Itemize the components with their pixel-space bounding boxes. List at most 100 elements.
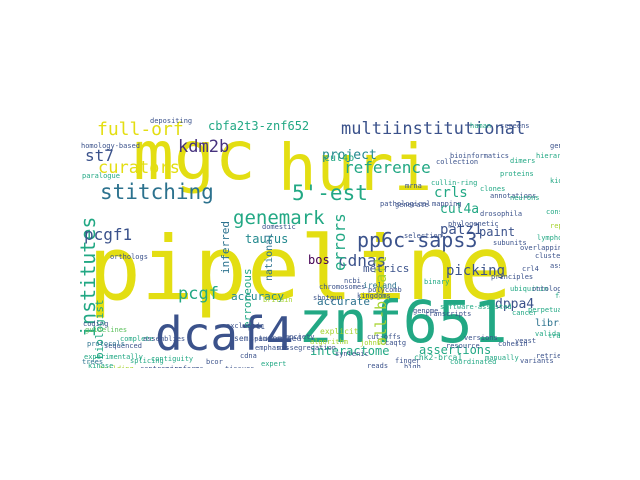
cloud-word: excluded bbox=[226, 322, 260, 330]
cloud-word: centromere bbox=[140, 366, 182, 369]
cloud-word: annotations bbox=[490, 192, 537, 200]
cloud-word: kinase bbox=[88, 362, 114, 369]
cloud-word: mrna bbox=[405, 182, 422, 190]
cloud-word: program bbox=[200, 367, 230, 369]
cloud-word: st7 bbox=[85, 146, 114, 165]
cloud-word: ubiquitin bbox=[510, 285, 548, 293]
cloud-word: binary bbox=[424, 278, 450, 286]
cloud-word: prc1 bbox=[248, 323, 265, 331]
cloud-word: syntenic bbox=[335, 350, 369, 358]
cloud-word: high bbox=[404, 363, 421, 369]
cloud-word: znf651 bbox=[298, 288, 508, 356]
cloud-word: cul4a bbox=[440, 202, 480, 217]
cloud-word: explicit bbox=[320, 327, 359, 336]
cloud-word: depositing bbox=[150, 117, 193, 125]
cloud-word: cbfa2t3-znf652 bbox=[208, 119, 310, 133]
cloud-word: screens bbox=[500, 122, 530, 130]
cloud-word: assays bbox=[550, 262, 560, 270]
cloud-word: spindles bbox=[250, 335, 284, 343]
cloud-word: cdnas bbox=[338, 251, 387, 270]
cloud-word: cohesin bbox=[498, 340, 528, 348]
cloud-word: society bbox=[285, 333, 315, 341]
cloud-word: mgc bbox=[133, 117, 256, 196]
cloud-word: clusters bbox=[535, 252, 560, 260]
cloud-word: orthologs bbox=[110, 253, 148, 261]
cloud-word: libraries bbox=[535, 318, 560, 329]
cloud-word: cut-offs bbox=[367, 333, 401, 341]
cloud-word: versions bbox=[464, 334, 498, 342]
cloud-word: assertions bbox=[419, 343, 492, 357]
cloud-word: protocols bbox=[87, 340, 125, 348]
cloud-word: isoforms bbox=[170, 366, 204, 369]
cloud-word: trees bbox=[82, 358, 104, 366]
cloud-word: project bbox=[322, 148, 377, 163]
cloud-word: genes bbox=[550, 142, 560, 150]
cloud-word: constraints bbox=[546, 208, 560, 216]
cloud-word: splicing bbox=[130, 357, 164, 365]
cloud-word: semi-automated bbox=[234, 334, 302, 343]
cloud-word: finger bbox=[395, 357, 421, 365]
cloud-word: cul4b bbox=[324, 153, 355, 164]
cloud-word: validation bbox=[535, 330, 560, 338]
cloud-word: accuracy bbox=[231, 290, 284, 303]
cloud-word: cancer bbox=[512, 309, 538, 317]
cloud-word: cullin-ring bbox=[431, 179, 478, 187]
cloud-word: paint bbox=[479, 225, 516, 239]
cloud-word: clones bbox=[480, 185, 506, 193]
cloud-word: national bbox=[264, 232, 275, 281]
cloud-word: expert bbox=[261, 360, 287, 368]
cloud-word: complete bbox=[120, 335, 154, 343]
cloud-word: chromosomes bbox=[319, 283, 366, 291]
cloud-word: yeast bbox=[515, 337, 537, 345]
cloud-word: variants bbox=[520, 357, 554, 365]
cloud-word: domestic bbox=[262, 223, 296, 231]
cloud-word: selection bbox=[404, 232, 442, 240]
cloud-word: kingdoms bbox=[357, 292, 391, 300]
cloud-word: coordinated bbox=[450, 358, 497, 366]
cloud-word: subunits bbox=[493, 239, 527, 247]
cloud-word: lymphoma bbox=[537, 234, 560, 242]
cloud-word: genome bbox=[413, 307, 439, 315]
cloud-word: principles bbox=[491, 273, 534, 281]
cloud-word: dcaf4 bbox=[155, 307, 294, 361]
cloud-word: kdm2b bbox=[178, 137, 230, 157]
cloud-word: genemark bbox=[233, 207, 325, 229]
cloud-word: taurus bbox=[245, 232, 289, 246]
cloud-word: transcripts bbox=[425, 310, 472, 318]
cloud-word: assemblies bbox=[143, 335, 186, 343]
cloud-word: caqtg bbox=[385, 339, 407, 347]
cloud-word: crl4 bbox=[522, 265, 539, 273]
cloud-word: hierarchical bbox=[536, 152, 560, 160]
cloud-word: huri bbox=[278, 132, 433, 206]
cloud-word: ontology bbox=[532, 285, 560, 293]
cloud-word: shotgun bbox=[313, 294, 343, 302]
cloud-word: human bbox=[470, 122, 492, 130]
cloud-word: pcgf bbox=[178, 284, 219, 304]
cloud-word: software-assisted bbox=[440, 303, 512, 311]
cloud-word: pathological bbox=[380, 200, 431, 208]
cloud-word: manually bbox=[485, 354, 519, 362]
cloud-word: neurons bbox=[510, 194, 540, 202]
cloud-word: collection bbox=[436, 158, 479, 166]
cloud-word: reads bbox=[367, 362, 389, 369]
cloud-word: families bbox=[555, 292, 560, 300]
cloud-word: multiinstitutional bbox=[341, 119, 526, 139]
cloud-word: stitching bbox=[100, 180, 214, 204]
cloud-word: phylogenetic bbox=[448, 220, 499, 228]
cloud-word: overlapping bbox=[520, 244, 560, 252]
cloud-word: proteins bbox=[500, 170, 534, 178]
cloud-word: johns bbox=[360, 339, 382, 347]
cloud-word: paralogue bbox=[82, 172, 120, 180]
cloud-word: dimers bbox=[510, 157, 536, 165]
cloud-word: crls bbox=[434, 185, 468, 201]
cloud-word: sequenced bbox=[104, 342, 142, 350]
cloud-word: retrieving bbox=[536, 352, 560, 360]
cloud-word: cdna bbox=[240, 352, 257, 360]
cloud-word: repeats bbox=[550, 222, 560, 230]
cloud-word: curators bbox=[98, 158, 180, 178]
cloud-word: tissues bbox=[225, 366, 255, 369]
cloud-word: building bbox=[100, 366, 134, 369]
cloud-word: bioinformatics bbox=[450, 152, 510, 160]
cloud-word: errors bbox=[330, 213, 349, 271]
cloud-word: mapping bbox=[432, 200, 462, 208]
